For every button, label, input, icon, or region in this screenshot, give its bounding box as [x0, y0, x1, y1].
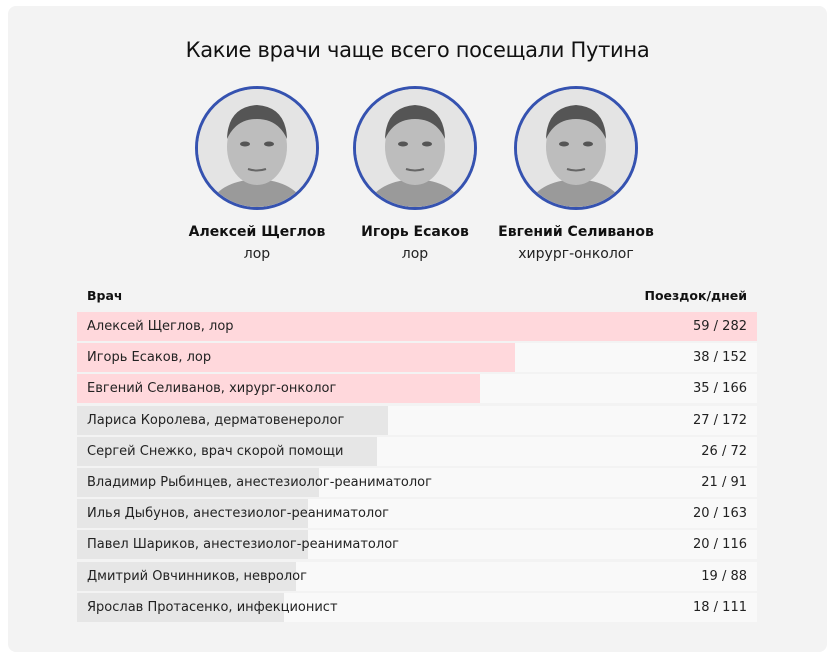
- doctor-label: Алексей Щеглов, лор: [87, 319, 234, 334]
- bar: [77, 343, 515, 373]
- doctor-label: Евгений Селиванов, хирург-онколог: [87, 381, 337, 397]
- trips-days-value: 59 / 282: [693, 319, 747, 334]
- trips-days-value: 35 / 166: [693, 381, 747, 397]
- bar: [77, 592, 285, 622]
- doctor-photo: [353, 86, 477, 210]
- face-silhouette-icon: [198, 89, 316, 207]
- table-row: Игорь Есаков, лор 38 / 152: [77, 343, 757, 373]
- doctor-name: Алексей Щеглов: [188, 224, 326, 240]
- column-header-trips-days: Поездок/дней: [644, 288, 748, 303]
- doctor-role: лор: [401, 246, 429, 262]
- doctor-photo: [195, 86, 319, 210]
- trips-days-value: 27 / 172: [693, 412, 747, 428]
- featured-doctor: Евгений Селиванов хирург-онколог: [486, 86, 666, 262]
- featured-doctor: Алексей Щеглов лор: [167, 86, 347, 262]
- table-row: Владимир Рыбинцев, анестезиолог-реанимат…: [77, 467, 757, 497]
- trips-days-value: 38 / 152: [693, 350, 747, 366]
- bar: [77, 561, 296, 591]
- table-row: Ярослав Протасенко, инфекционист 18 / 111: [77, 592, 757, 622]
- bar: [77, 436, 377, 466]
- table-row: Павел Шариков, анестезиолог-реаниматолог…: [77, 530, 757, 560]
- face-silhouette-icon: [356, 89, 474, 207]
- table-row: Дмитрий Овчинников, невролог 19 / 88: [77, 561, 757, 591]
- bar: [77, 405, 389, 435]
- trips-days-value: 19 / 88: [701, 568, 747, 584]
- doctor-name: Игорь Есаков: [361, 224, 469, 240]
- table-row: Лариса Королева, дерматовенеролог 27 / 17…: [77, 405, 757, 435]
- table-row: Сергей Снежко, врач скорой помощи 26 / 72: [77, 436, 757, 466]
- doctor-label: Лариса Королева, дерматовенеролог: [87, 412, 345, 428]
- bar: [77, 530, 308, 560]
- doctor-label: Игорь Есаков, лор: [87, 350, 212, 366]
- doctor-label: Илья Дыбунов, анестезиолог-реаниматолог: [87, 506, 389, 522]
- doctor-role: хирург-онколог: [518, 246, 634, 262]
- trips-days-value: 18 / 111: [693, 599, 747, 615]
- bar: [77, 312, 757, 341]
- trips-days-value: 21 / 91: [701, 474, 747, 490]
- doctor-label: Павел Шариков, анестезиолог-реаниматолог: [87, 537, 399, 553]
- bar: [77, 374, 481, 404]
- featured-doctor: Игорь Есаков лор: [325, 86, 505, 262]
- trips-days-value: 20 / 163: [693, 506, 747, 522]
- table-row: Евгений Селиванов, хирург-онколог 35 / 16…: [77, 374, 757, 404]
- bar: [77, 467, 320, 497]
- column-header-doctor: Врач: [87, 288, 123, 303]
- doctor-label: Ярослав Протасенко, инфекционист: [87, 599, 338, 615]
- bar-rows: Алексей Щеглов, лор 59 / 282 Игорь Есаков,…: [77, 312, 757, 624]
- doctor-label: Владимир Рыбинцев, анестезиолог-реанимат…: [87, 474, 432, 490]
- doctor-photo: [514, 86, 638, 210]
- trips-days-value: 26 / 72: [701, 443, 747, 459]
- doctor-label: Сергей Снежко, врач скорой помощи: [87, 443, 344, 459]
- trips-days-value: 20 / 116: [693, 537, 747, 553]
- chart-title: Какие врачи чаще всего посещали Путина: [185, 38, 650, 62]
- doctor-role: лор: [243, 246, 271, 262]
- bar: [77, 499, 308, 529]
- doctor-name: Евгений Селиванов: [498, 224, 654, 240]
- table-row: Илья Дыбунов, анестезиолог-реаниматолог 2…: [77, 499, 757, 529]
- doctor-label: Дмитрий Овчинников, невролог: [87, 568, 307, 584]
- face-silhouette-icon: [517, 89, 635, 207]
- table-row: Алексей Щеглов, лор 59 / 282: [77, 312, 757, 341]
